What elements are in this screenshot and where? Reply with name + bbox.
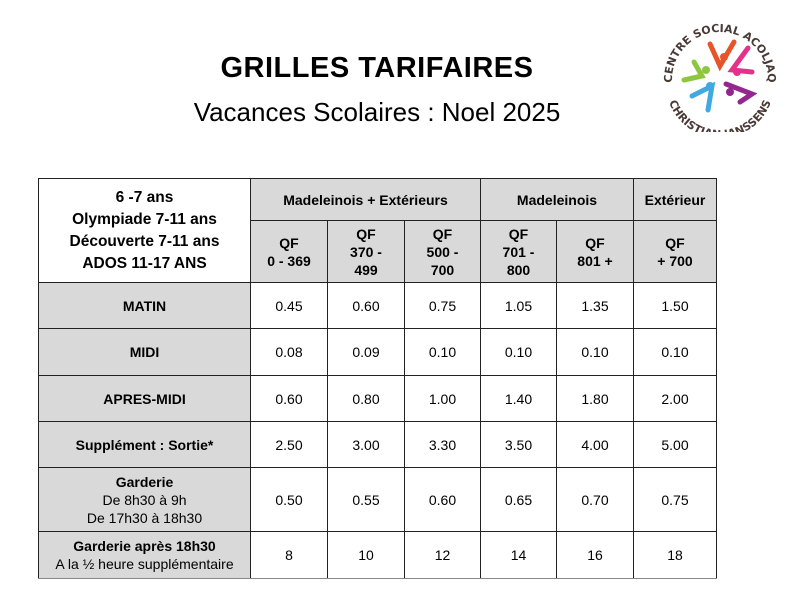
qf-line: QF (665, 234, 685, 251)
price-cell: 0.75 (404, 282, 481, 329)
age-group-label: Olympiade 7-11 ans (72, 210, 217, 228)
price-cell: 0.45 (250, 282, 328, 329)
price-cell: 10 (327, 531, 405, 579)
price-cell: 0.10 (480, 328, 557, 376)
price-cell: 0.60 (327, 282, 405, 329)
age-group-label: ADOS 11-17 ANS (82, 254, 207, 272)
group-header: Madeleinois (480, 178, 634, 221)
group-header: Extérieur (633, 178, 717, 221)
price-cell: 18 (633, 531, 717, 579)
row-label: Garderie après 18h30 A la ½ heure supplém… (38, 531, 251, 579)
row-label-line: Garderie (115, 473, 174, 490)
price-cell: 0.60 (404, 467, 481, 532)
price-cell: 14 (480, 531, 557, 579)
qf-header: QF + 700 (633, 220, 717, 283)
row-label: APRES-MIDI (38, 375, 251, 422)
table-row: Garderie De 8h30 à 9h De 17h30 à 18h30 0.50… (38, 467, 717, 532)
table-row: Garderie après 18h30 A la ½ heure supplém… (38, 531, 717, 579)
qf-line: 700 (430, 261, 455, 278)
price-cell: 1.80 (556, 375, 634, 422)
qf-header: QF 0 - 369 (250, 220, 328, 283)
row-label: Garderie De 8h30 à 9h De 17h30 à 18h30 (38, 467, 251, 532)
logo-centre-social: CENTRE SOCIAL ACOLJAQ CHRISTIAN JANSSENS (662, 22, 778, 132)
price-cell: 3.30 (404, 421, 481, 468)
table-row: MATIN 0.45 0.60 0.75 1.05 1.35 1.50 (38, 282, 717, 329)
price-cell: 3.50 (480, 421, 557, 468)
qf-line: 701 - (502, 243, 535, 260)
svg-text:CHRISTIAN JANSSENS: CHRISTIAN JANSSENS (666, 98, 774, 132)
qf-line: 370 - (350, 243, 382, 260)
qf-line: 499 (354, 261, 378, 278)
qf-line: 800 (506, 261, 531, 278)
price-cell: 0.70 (556, 467, 634, 532)
row-label-line: Supplément : Sortie* (75, 436, 214, 453)
price-cell: 4.00 (556, 421, 634, 468)
row-label: MATIN (38, 282, 251, 329)
row-label-line: APRES-MIDI (103, 390, 186, 407)
price-cell: 0.75 (633, 467, 717, 532)
qf-line: + 700 (657, 252, 693, 269)
row-label-line: De 8h30 à 9h (102, 491, 187, 508)
qf-line: 0 - 369 (267, 252, 311, 269)
qf-line: QF (432, 225, 453, 242)
price-cell: 2.50 (250, 421, 328, 468)
price-cell: 1.05 (480, 282, 557, 329)
price-cell: 0.60 (250, 375, 328, 422)
price-cell: 0.50 (250, 467, 328, 532)
table-row: Supplément : Sortie* 2.50 3.00 3.30 3.50 4.00… (38, 421, 717, 468)
price-cell: 12 (404, 531, 481, 579)
price-cell: 1.00 (404, 375, 481, 422)
price-cell: 0.10 (404, 328, 481, 376)
qf-line: 801 + (577, 252, 613, 269)
price-cell: 1.50 (633, 282, 717, 329)
qf-line: QF (279, 234, 299, 251)
price-cell: 16 (556, 531, 634, 579)
price-cell: 5.00 (633, 421, 717, 468)
price-cell: 0.09 (327, 328, 405, 376)
page-title: GRILLES TARIFAIRES (220, 52, 534, 84)
row-label-line: A la ½ heure supplémentaire (55, 556, 234, 572)
row-label-line: MIDI (129, 344, 160, 360)
qf-header: QF 801 + (556, 220, 634, 283)
age-groups-cell: 6 -7 ans Olympiade 7-11 ans Découverte 7… (38, 178, 251, 283)
qf-line: 500 - (426, 243, 459, 260)
row-label-line: De 17h30 à 18h30 (86, 509, 203, 526)
table-row: MIDI 0.08 0.09 0.10 0.10 0.10 0.10 (38, 328, 717, 376)
qf-line: QF (585, 234, 605, 251)
price-grid-table: 6 -7 ans Olympiade 7-11 ans Découverte 7… (38, 178, 717, 579)
row-label-line: MATIN (122, 297, 167, 314)
price-cell: 1.40 (480, 375, 557, 422)
price-cell: 0.10 (556, 328, 634, 376)
svg-text:CENTRE SOCIAL ACOLJAQ: CENTRE SOCIAL ACOLJAQ (662, 22, 778, 83)
price-cell: 1.35 (556, 282, 634, 329)
price-cell: 0.10 (633, 328, 717, 376)
price-cell: 0.55 (327, 467, 405, 532)
table-row: APRES-MIDI 0.60 0.80 1.00 1.40 1.80 2.00 (38, 375, 717, 422)
price-cell: 0.08 (250, 328, 328, 376)
price-cell: 0.65 (480, 467, 557, 532)
price-cell: 0.80 (327, 375, 405, 422)
qf-line: QF (508, 225, 529, 242)
row-label: MIDI (38, 328, 251, 376)
qf-line: QF (356, 225, 376, 242)
qf-header: QF 701 -800 (480, 220, 557, 283)
group-header: Madeleinois + Extérieurs (250, 178, 481, 221)
qf-header: QF 370 -499 (327, 220, 405, 283)
price-cell: 2.00 (633, 375, 717, 422)
age-group-label: Découverte 7-11 ans (69, 232, 220, 250)
page-subtitle: Vacances Scolaires : Noel 2025 (193, 97, 561, 127)
row-label: Supplément : Sortie* (38, 421, 251, 468)
price-cell: 8 (250, 531, 328, 579)
age-group-label: 6 -7 ans (115, 188, 174, 206)
qf-header: QF 500 -700 (404, 220, 481, 283)
price-cell: 3.00 (327, 421, 405, 468)
row-label-line: Garderie après 18h30 (73, 538, 216, 554)
